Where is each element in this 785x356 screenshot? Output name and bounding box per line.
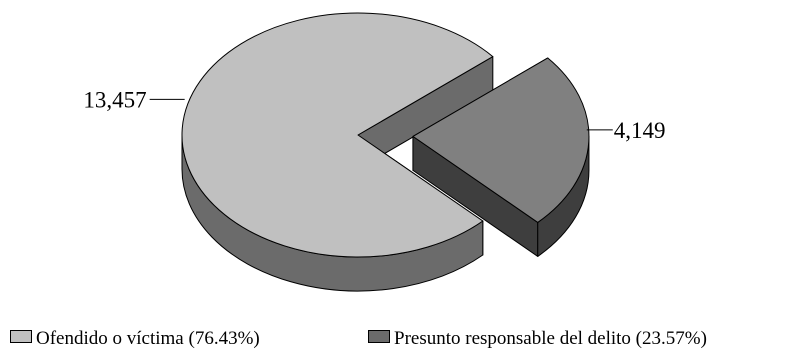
slice-presunto-top <box>412 57 590 223</box>
legend-swatch-presunto <box>368 330 390 343</box>
legend: Ofendido o víctima (76.43%) Presunto res… <box>0 328 785 354</box>
data-label-ofendido: 13,457 <box>83 87 146 112</box>
slice-ofendido <box>181 12 494 292</box>
data-label-presunto: 4,149 <box>614 118 666 143</box>
pie-chart-svg: 13,457 4,149 <box>83 12 666 292</box>
legend-swatch-ofendido <box>10 330 32 343</box>
legend-label-presunto: Presunto responsable del delito (23.57%) <box>394 328 707 349</box>
legend-item-presunto: Presunto responsable del delito (23.57%) <box>368 328 707 350</box>
slice-presunto <box>412 57 590 257</box>
legend-item-ofendido: Ofendido o víctima (76.43%) <box>10 328 260 350</box>
legend-label-ofendido: Ofendido o víctima (76.43%) <box>36 328 260 349</box>
slice-ofendido-top <box>181 12 494 258</box>
